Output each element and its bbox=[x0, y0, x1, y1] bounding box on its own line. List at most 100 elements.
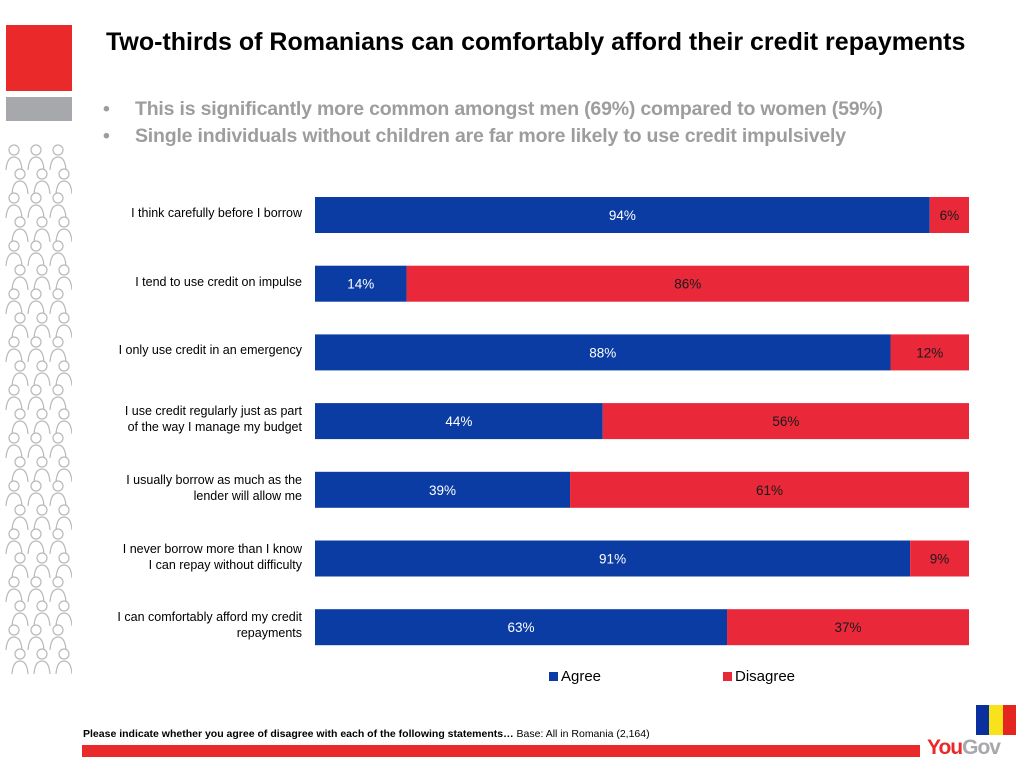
bar-disagree-1 bbox=[406, 265, 969, 302]
crowd-body bbox=[27, 348, 45, 363]
crowd-body bbox=[33, 372, 51, 387]
data-label-disagree-3: 56% bbox=[772, 414, 799, 429]
footnote-base: Base: All in Romania (2,164) bbox=[513, 728, 650, 740]
legend-label-disagree: Disagree bbox=[735, 668, 796, 685]
brand-grey-bar bbox=[6, 97, 72, 121]
data-label-agree-4: 39% bbox=[429, 483, 456, 498]
crowd-head bbox=[36, 504, 48, 516]
category-label-line: I tend to use credit on impulse bbox=[135, 274, 302, 289]
crowd-body bbox=[49, 204, 67, 219]
flag-stripe-red bbox=[1002, 705, 1016, 735]
category-label-line: I never borrow more than I know bbox=[122, 541, 302, 556]
bar-agree-5 bbox=[315, 540, 911, 577]
crowd-body bbox=[55, 420, 72, 435]
footer-red-bar bbox=[82, 745, 920, 757]
crowd-head bbox=[8, 240, 20, 252]
logo-you: You bbox=[927, 736, 963, 759]
crowd-head bbox=[30, 576, 42, 588]
bar-agree-6 bbox=[315, 609, 728, 646]
crowd-head bbox=[14, 552, 26, 564]
bullet-item: • Single individuals without children are… bbox=[103, 123, 1003, 150]
crowd-head bbox=[8, 192, 20, 204]
crowd-head bbox=[14, 168, 26, 180]
crowd-body bbox=[49, 588, 67, 603]
crowd-body bbox=[27, 492, 45, 507]
flag-stripe-yellow bbox=[989, 705, 1003, 735]
crowd-body bbox=[33, 660, 51, 675]
crowd-body bbox=[49, 300, 67, 315]
crowd-head bbox=[52, 432, 64, 444]
bar-agree-2 bbox=[315, 334, 891, 371]
bar-agree-1 bbox=[315, 265, 407, 302]
bar-agree-0 bbox=[315, 197, 930, 233]
category-label: I never borrow more than I know I can rep… bbox=[72, 541, 302, 573]
legend-item-disagree: Disagree bbox=[723, 668, 795, 685]
bar-disagree-4 bbox=[570, 471, 969, 508]
crowd-body bbox=[49, 396, 67, 411]
crowd-head bbox=[8, 144, 20, 156]
crowd-head bbox=[58, 600, 70, 612]
crowd-body bbox=[11, 324, 29, 339]
bar-agree-3 bbox=[315, 403, 603, 440]
data-label-disagree-0: 6% bbox=[940, 208, 960, 223]
crowd-head bbox=[58, 168, 70, 180]
crowd-head bbox=[52, 384, 64, 396]
crowd-head bbox=[30, 336, 42, 348]
crowd-body bbox=[27, 300, 45, 315]
category-label-line: I can comfortably afford my credit bbox=[117, 610, 302, 625]
crowd-body bbox=[5, 492, 23, 507]
crowd-head bbox=[14, 456, 26, 468]
crowd-head bbox=[58, 408, 70, 420]
category-label-line: of the way I manage my budget bbox=[127, 420, 302, 435]
crowd-body bbox=[49, 540, 67, 555]
crowd-head bbox=[36, 600, 48, 612]
crowd-illustration bbox=[5, 144, 72, 675]
category-label-line: I use credit regularly just as part bbox=[124, 404, 302, 419]
bar-disagree-5 bbox=[910, 540, 969, 577]
crowd-head bbox=[8, 336, 20, 348]
legend-swatch-agree bbox=[549, 672, 558, 681]
category-label: I can comfortably afford my credit repaym… bbox=[72, 609, 302, 641]
crowd-head bbox=[8, 480, 20, 492]
crowd-head bbox=[30, 624, 42, 636]
bullet-glyph: • bbox=[103, 98, 110, 120]
crowd-head bbox=[36, 408, 48, 420]
bar-disagree-6 bbox=[727, 609, 969, 646]
data-label-disagree-6: 37% bbox=[834, 620, 861, 635]
data-label-agree-1: 14% bbox=[347, 277, 374, 292]
crowd-body bbox=[33, 612, 51, 627]
crowd-head bbox=[30, 528, 42, 540]
crowd-body bbox=[27, 444, 45, 459]
crowd-head bbox=[36, 456, 48, 468]
crowd-body bbox=[49, 492, 67, 507]
crowd-head bbox=[36, 648, 48, 660]
crowd-body bbox=[27, 636, 45, 651]
crowd-body bbox=[33, 180, 51, 195]
crowd-head bbox=[30, 192, 42, 204]
category-label: I use credit regularly just as part of th… bbox=[72, 403, 302, 435]
crowd-body bbox=[5, 540, 23, 555]
bar-agree-4 bbox=[315, 471, 571, 508]
crowd-head bbox=[58, 648, 70, 660]
crowd-body bbox=[33, 228, 51, 243]
data-label-agree-2: 88% bbox=[589, 345, 616, 360]
data-label-agree-5: 91% bbox=[599, 552, 626, 567]
legend-item-agree: Agree bbox=[549, 668, 601, 685]
crowd-body bbox=[55, 372, 72, 387]
crowd-body bbox=[11, 228, 29, 243]
crowd-head bbox=[58, 456, 70, 468]
data-label-disagree-2: 12% bbox=[916, 345, 943, 360]
footnote-question: Please indicate whether you agree of dis… bbox=[83, 728, 514, 740]
crowd-body bbox=[55, 324, 72, 339]
brand-red-square bbox=[6, 25, 72, 91]
category-label: I tend to use credit on impulse bbox=[72, 274, 302, 290]
crowd-head bbox=[14, 360, 26, 372]
crowd-body bbox=[55, 660, 72, 675]
crowd-body bbox=[5, 396, 23, 411]
crowd-body bbox=[33, 276, 51, 291]
crowd-head bbox=[52, 144, 64, 156]
crowd-head bbox=[36, 552, 48, 564]
crowd-body bbox=[5, 588, 23, 603]
legend-label-agree: Agree bbox=[561, 668, 602, 685]
